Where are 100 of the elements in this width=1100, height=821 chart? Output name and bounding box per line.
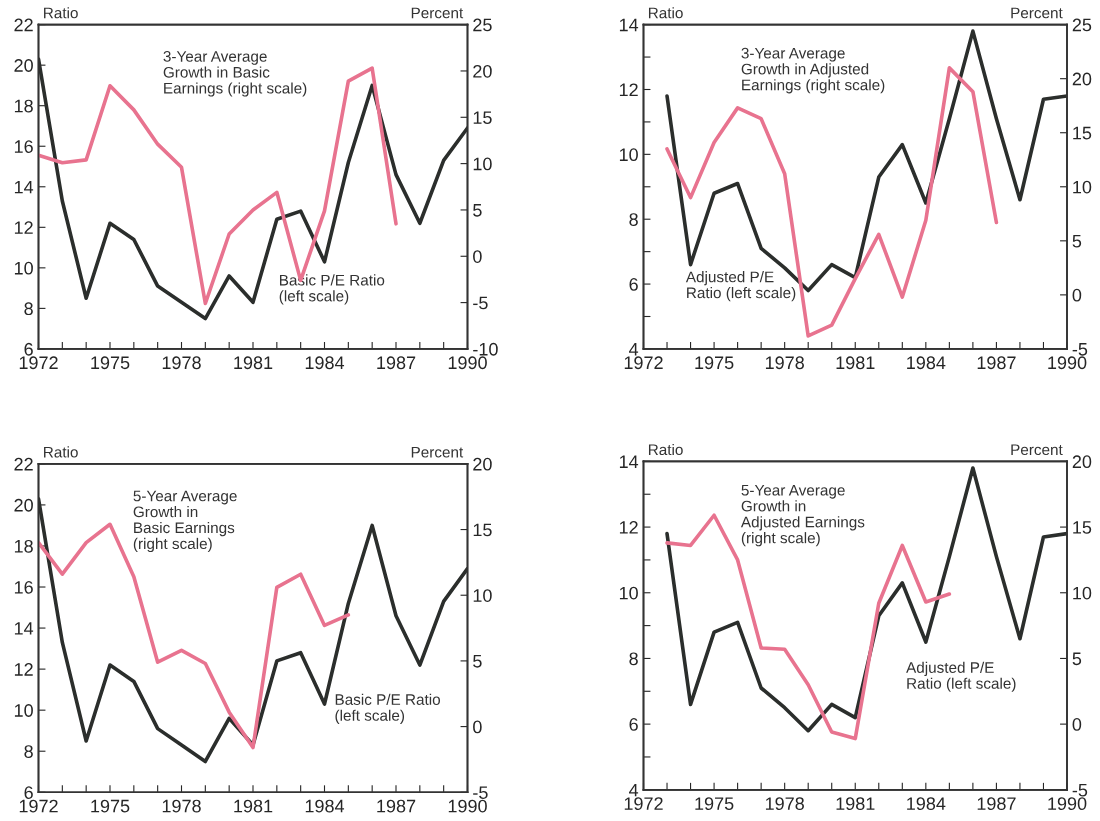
- y-tick-label: 20: [14, 59, 33, 72]
- y-tick-label: 8: [629, 652, 638, 666]
- x-tick-label: 1972: [19, 356, 58, 370]
- y-tick-label: 16: [14, 580, 33, 594]
- y2-tick-label: 5: [473, 655, 482, 668]
- y-tick-label: 8: [24, 302, 33, 316]
- x-tick-label: 1975: [91, 799, 130, 813]
- y-tick-label: 8: [24, 745, 33, 758]
- y-tick-label: 10: [619, 148, 638, 162]
- y-axis-title: Ratio: [648, 7, 683, 19]
- series-label: 5-Year Average Growth in Basic Earnings (right scale): [133, 490, 237, 553]
- y-tick-label: 18: [14, 539, 33, 553]
- y2-tick-label: 5: [473, 204, 482, 217]
- y2-tick-label: 0: [1072, 288, 1082, 302]
- y-tick-label: 6: [629, 278, 638, 291]
- y2-axis-title: Percent: [1011, 7, 1063, 19]
- x-tick-label: 1984: [305, 356, 345, 370]
- y-tick-label: 8: [629, 213, 638, 226]
- x-tick-label: 1987: [977, 356, 1016, 370]
- y2-tick-label: 25: [473, 18, 492, 32]
- y-tick-label: 12: [619, 521, 638, 534]
- y-tick-label: 10: [14, 261, 33, 275]
- y-tick-label: 20: [14, 498, 33, 512]
- x-tick-label: 1978: [765, 356, 804, 370]
- y-axis-title: Ratio: [44, 446, 78, 458]
- x-tick-label: 1990: [1048, 356, 1087, 370]
- y2-tick-label: 15: [473, 523, 492, 537]
- y-tick-label: 22: [14, 18, 33, 32]
- y2-tick-label: -5: [473, 786, 488, 799]
- y2-axis-title: Percent: [1011, 444, 1063, 456]
- y2-tick-label: 0: [473, 250, 482, 263]
- x-tick-label: 1978: [765, 797, 804, 811]
- x-tick-label: 1981: [234, 356, 273, 370]
- y2-tick-label: 5: [1072, 234, 1082, 248]
- y-tick-label: 22: [14, 457, 33, 471]
- series-label: 5-Year Average Growth in Adjusted Earnings (right scale): [740, 484, 865, 547]
- x-tick-label: 1972: [624, 797, 663, 811]
- y2-tick-label: 10: [1073, 180, 1092, 194]
- x-tick-label: 1981: [836, 356, 875, 370]
- x-tick-label: 1978: [162, 799, 201, 813]
- y-axis-title: Ratio: [44, 7, 78, 19]
- x-tick-label: 1990: [448, 799, 487, 813]
- x-tick-label: 1981: [234, 799, 273, 813]
- x-tick-label: 1984: [305, 799, 345, 813]
- y-axis-title: Ratio: [648, 443, 683, 456]
- text: 3-Year Average Growth in Basic Earnings (right scale): [163, 50, 307, 97]
- y-tick-label: 4: [629, 783, 639, 797]
- y2-tick-label: 15: [1073, 126, 1092, 140]
- y2-tick-label: 20: [1072, 455, 1092, 469]
- y-tick-label: 6: [24, 786, 33, 799]
- x-tick-label: 1990: [1048, 797, 1087, 811]
- x-tick-label: 1972: [19, 799, 58, 813]
- y2-tick-label: 0: [1072, 718, 1082, 731]
- y2-tick-label: 10: [473, 589, 492, 602]
- series-label: Basic P/E Ratio (left scale): [335, 693, 441, 724]
- x-tick-label: 1975: [695, 797, 734, 811]
- x-tick-label: 1975: [695, 356, 734, 370]
- y2-tick-label: 20: [473, 457, 492, 471]
- y2-tick-label: 25: [1072, 18, 1092, 32]
- series-label: Adjusted P/E Ratio (left scale): [906, 661, 1016, 692]
- x-tick-label: 1975: [91, 356, 130, 370]
- y-tick-label: 14: [619, 455, 639, 468]
- x-tick-label: 1987: [377, 356, 416, 370]
- y2-tick-label: 10: [473, 157, 492, 171]
- y-tick-label: 10: [619, 586, 638, 600]
- y-tick-label: 6: [24, 342, 33, 356]
- x-tick-label: 1981: [836, 797, 875, 811]
- y-tick-label: 12: [619, 83, 638, 97]
- x-tick-label: 1984: [907, 356, 946, 370]
- x-tick-label: 1987: [977, 797, 1016, 811]
- y2-tick-label: 20: [473, 64, 492, 78]
- y-tick-label: 12: [14, 221, 33, 234]
- y2-tick-label: -10: [473, 342, 498, 356]
- series-label: Adjusted P/E Ratio (left scale): [685, 271, 796, 302]
- y2-axis-title: Percent: [411, 446, 464, 458]
- y2-tick-label: -5: [1072, 343, 1088, 356]
- y-tick-label: 14: [619, 18, 639, 32]
- series-label: 3-Year Average Growth in Adjusted Earnings (right scale): [741, 47, 885, 94]
- x-tick-label: 1987: [377, 799, 416, 813]
- y-tick-label: 10: [14, 704, 33, 717]
- x-tick-label: 1984: [907, 797, 946, 811]
- line-series: [38, 66, 398, 306]
- y2-tick-label: 15: [1073, 521, 1092, 534]
- y2-tick-label: -5: [1072, 783, 1088, 797]
- y2-tick-label: -5: [473, 296, 488, 310]
- x-tick-label: 1978: [162, 356, 201, 370]
- y-tick-label: 16: [14, 140, 33, 153]
- y2-tick-label: 5: [1072, 652, 1082, 666]
- y-tick-label: 14: [14, 180, 34, 194]
- y-tick-label: 18: [14, 99, 33, 113]
- y2-tick-label: 15: [473, 111, 492, 125]
- y2-axis-title: Percent: [411, 7, 464, 19]
- y2-tick-label: 10: [1073, 586, 1092, 600]
- y2-tick-label: 20: [1072, 72, 1092, 86]
- x-tick-label: 1990: [448, 356, 487, 370]
- y-tick-label: 6: [629, 718, 638, 731]
- x-tick-label: 1972: [624, 356, 663, 370]
- y-tick-label: 14: [14, 622, 34, 635]
- y-tick-label: 4: [629, 343, 639, 356]
- y-tick-label: 12: [14, 663, 33, 676]
